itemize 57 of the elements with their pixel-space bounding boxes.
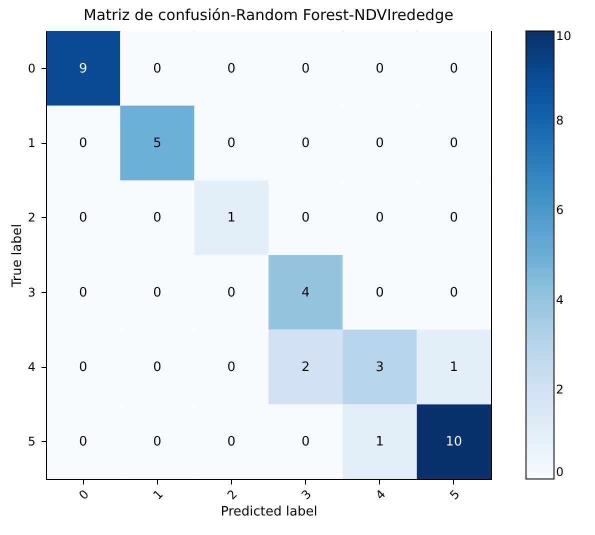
- x-tick-label: 3: [298, 487, 314, 502]
- data-label: 0: [227, 360, 236, 375]
- x-tick-label: 4: [372, 487, 388, 502]
- color-bar-label: 4: [556, 292, 564, 307]
- y-tick-label: 5: [28, 434, 36, 449]
- x-axis-title: Predicted label: [220, 504, 318, 520]
- data-label: 0: [78, 285, 88, 300]
- data-label: 0: [450, 61, 458, 76]
- data-label: 0: [153, 61, 162, 76]
- data-label: 0: [78, 360, 88, 375]
- data-label: 4: [301, 285, 310, 300]
- data-label: 0: [450, 285, 458, 300]
- data-label: 0: [153, 285, 162, 300]
- data-label: 5: [153, 136, 162, 151]
- data-label: 0: [376, 285, 384, 300]
- data-label: 0: [78, 136, 88, 151]
- x-tick-label: 5: [447, 487, 462, 502]
- y-tick-label: 4: [28, 360, 36, 374]
- data-label: 1: [450, 360, 458, 375]
- data-label: 0: [301, 210, 310, 226]
- x-tick-label: 1: [150, 487, 166, 502]
- data-label: 0: [227, 434, 236, 450]
- color-bar-label: 8: [556, 114, 564, 128]
- data-label: 0: [227, 136, 236, 151]
- y-tick-label: 0: [28, 61, 36, 76]
- data-label: 0: [301, 434, 310, 450]
- data-label: 2: [301, 360, 310, 375]
- data-label: 0: [376, 136, 384, 151]
- data-label: 0: [153, 434, 162, 450]
- y-tick-label: 1: [28, 136, 36, 150]
- data-label: 0: [376, 210, 384, 226]
- data-label: 0: [301, 61, 310, 76]
- data-label: 0: [227, 285, 236, 300]
- data-label: 0: [450, 136, 458, 151]
- x-tick-label: 2: [224, 487, 240, 502]
- color-bar-label: 0: [556, 465, 564, 479]
- data-label: 0: [153, 210, 162, 226]
- y-axis-title: True label: [10, 224, 25, 288]
- data-label: 10: [446, 434, 462, 450]
- data-label: 0: [376, 61, 384, 76]
- data-label: 0: [301, 136, 310, 151]
- data-label: 0: [227, 61, 236, 76]
- data-label: 0: [78, 434, 88, 450]
- data-label: 0: [78, 210, 88, 226]
- color-bar-label: 6: [556, 203, 564, 218]
- color-bar-label: 2: [556, 382, 564, 396]
- data-label: 9: [78, 61, 88, 76]
- x-tick-label: 0: [76, 487, 92, 502]
- data-label: 1: [227, 210, 236, 226]
- y-tick-label: 2: [28, 210, 36, 225]
- data-label: 1: [376, 434, 384, 450]
- data-label: 3: [376, 360, 384, 375]
- color-bar-label: 10: [556, 29, 572, 43]
- y-tick-label: 3: [28, 285, 36, 300]
- data-label: 0: [450, 210, 458, 226]
- chart-title: Matriz de confusión-Random Forest-NDVIrededge: [84, 6, 454, 24]
- data-label: 0: [153, 360, 162, 375]
